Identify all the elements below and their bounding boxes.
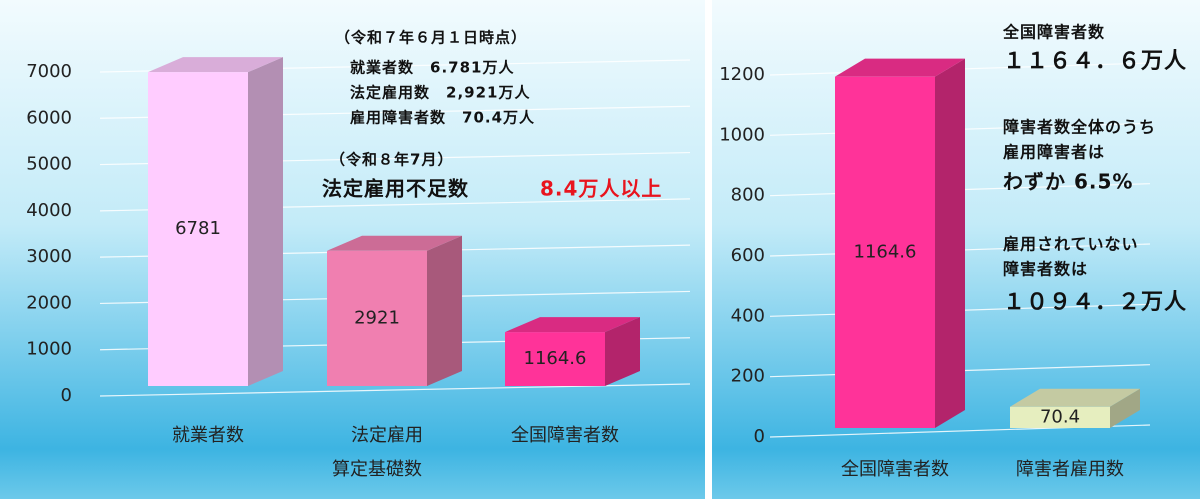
annotation: １０９４．２万人 xyxy=(1003,290,1187,315)
y-tick-label: 400 xyxy=(731,305,765,326)
annotation: １１６４．６万人 xyxy=(1003,49,1187,74)
bar-top xyxy=(327,235,462,251)
bar-side xyxy=(427,235,462,386)
bar-side xyxy=(1110,388,1140,428)
annotation: 全国障害者数 xyxy=(1002,23,1105,42)
bar-side xyxy=(248,57,283,387)
annotation: わずか 6.5% xyxy=(1003,170,1133,194)
y-tick-label: 200 xyxy=(731,366,765,387)
annotation: 障害者数全体のうち xyxy=(1003,118,1156,137)
annotation: 雇用されていない xyxy=(1003,235,1139,254)
annotation: （令和７年６月１日時点） xyxy=(335,29,527,47)
y-tick-label: 6000 xyxy=(26,107,72,128)
x-tick-label: 就業者数 xyxy=(172,425,244,446)
bar xyxy=(1010,406,1110,428)
value-label: 1164.6 xyxy=(524,348,587,369)
bar-top xyxy=(835,58,965,77)
bar-top xyxy=(1010,388,1140,407)
annotation: 雇用障害者数 70.4万人 xyxy=(350,109,535,127)
annotation: 法定雇用数 2,921万人 xyxy=(350,84,530,102)
y-tick-label: 800 xyxy=(731,185,765,206)
x-tick-label: 全国障害者数 xyxy=(511,425,619,446)
bar xyxy=(327,250,427,386)
bar xyxy=(148,72,248,387)
y-tick-label: 1200 xyxy=(719,64,765,85)
bar-top xyxy=(148,57,283,73)
y-tick-label: 600 xyxy=(731,245,765,266)
y-tick-label: 1000 xyxy=(26,339,72,360)
bar-side xyxy=(935,58,965,428)
annotation: 8.4万人以上 xyxy=(540,177,662,201)
value-label: 2921 xyxy=(354,307,400,328)
value-label: 6781 xyxy=(175,218,221,239)
x-tick-label: 法定雇用 xyxy=(351,425,423,446)
bar-top xyxy=(505,317,640,333)
x-tick-label: 障害者雇用数 xyxy=(1016,459,1124,480)
annotation: 障害者数は xyxy=(1003,260,1088,279)
annotation: （令和８年7月） xyxy=(330,151,453,169)
annotation: 就業者数 6.781万人 xyxy=(350,59,514,77)
x-tick-label: 全国障害者数 xyxy=(841,459,949,480)
annotation: 法定雇用不足数 xyxy=(322,177,469,201)
annotation: 雇用障害者は xyxy=(1003,143,1105,162)
bar xyxy=(835,76,935,428)
y-tick-label: 0 xyxy=(61,385,72,406)
bar xyxy=(505,332,605,386)
value-label: 1164.6 xyxy=(854,241,917,262)
y-tick-label: 4000 xyxy=(26,200,72,221)
y-tick-label: 3000 xyxy=(26,246,72,267)
y-tick-label: 0 xyxy=(754,426,765,447)
y-tick-label: 7000 xyxy=(26,61,72,82)
x-axis-label: 算定基礎数 xyxy=(332,459,422,480)
y-tick-label: 1000 xyxy=(719,124,765,145)
y-tick-label: 5000 xyxy=(26,154,72,175)
value-label: 70.4 xyxy=(1040,406,1080,427)
bar-side xyxy=(605,317,640,386)
y-tick-label: 2000 xyxy=(26,292,72,313)
